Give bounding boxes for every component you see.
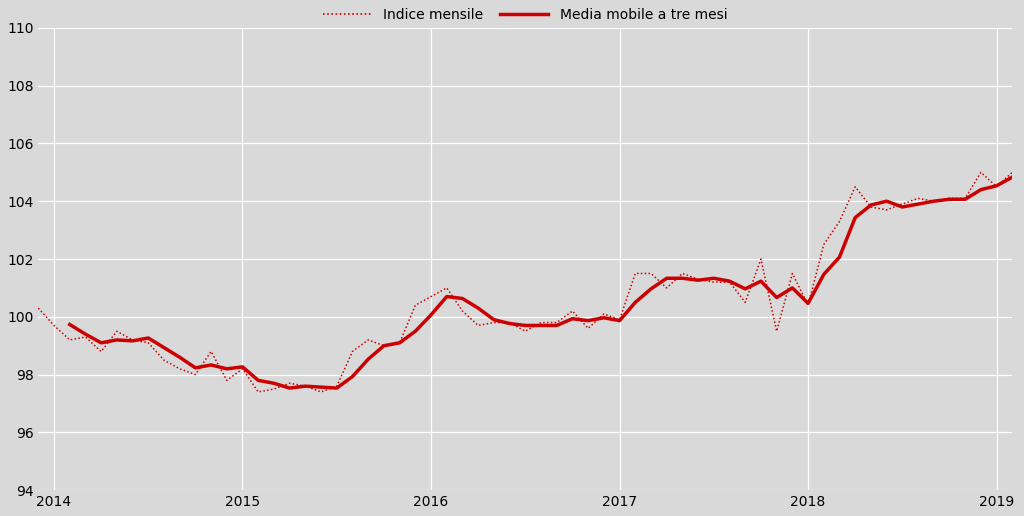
Legend: Indice mensile, Media mobile a tre mesi: Indice mensile, Media mobile a tre mesi: [317, 3, 733, 27]
